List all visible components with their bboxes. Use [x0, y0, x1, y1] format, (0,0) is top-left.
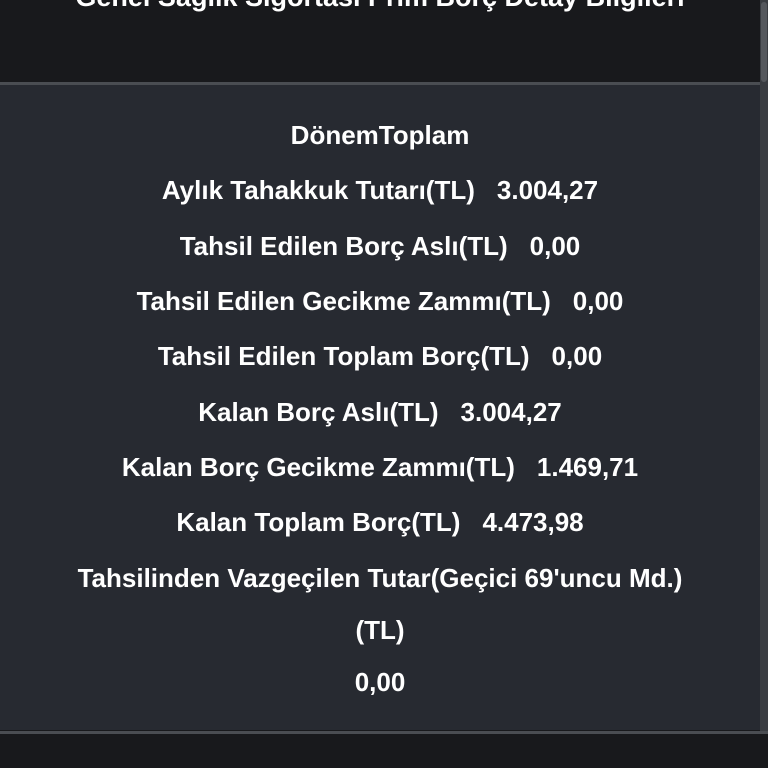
detail-row: Tahsil Edilen Toplam Borç(TL) 0,00: [0, 339, 760, 373]
detail-row: Aylık Tahakkuk Tutarı(TL) 3.004,27: [0, 173, 760, 207]
detail-row: Tahsil Edilen Gecikme Zammı(TL) 0,00: [0, 284, 760, 318]
page-title: Genel Sağlık Sigortası Prim Borç Detay B…: [0, 0, 760, 21]
footer: [0, 734, 768, 768]
row-label: Tahsil Edilen Toplam Borç(TL): [157, 341, 530, 371]
detail-row: Kalan Borç Gecikme Zammı(TL) 1.469,71: [0, 450, 760, 484]
debt-details-panel: DönemToplam Aylık Tahakkuk Tutarı(TL) 3.0…: [0, 85, 760, 730]
page-header: Genel Sağlık Sigortası Prim Borç Detay B…: [0, 0, 760, 82]
row-label: Tahsil Edilen Borç Aslı(TL): [179, 231, 508, 261]
row-label: Kalan Borç Aslı(TL): [198, 397, 439, 427]
divider: [0, 82, 768, 85]
detail-row: Kalan Toplam Borç(TL) 4.473,98: [0, 505, 760, 539]
waived-label: Tahsilinden Vazgeçilen Tutar(Geçici 69'u…: [77, 563, 683, 593]
row-value: 3.004,27: [460, 397, 562, 427]
detail-row: Kalan Borç Aslı(TL) 3.004,27: [0, 395, 760, 429]
row-value: 3.004,27: [496, 175, 599, 205]
row-label: Aylık Tahakkuk Tutarı(TL): [161, 175, 475, 205]
waived-value: 0,00: [354, 667, 406, 697]
row-value: 1.469,71: [536, 452, 639, 482]
row-label: Tahsil Edilen Gecikme Zammı(TL): [136, 286, 551, 316]
row-value: 0,00: [551, 341, 603, 371]
row-value: 4.473,98: [482, 507, 584, 537]
row-value: 0,00: [529, 231, 581, 261]
divider: [0, 731, 768, 734]
scrollbar-thumb[interactable]: [761, 2, 767, 82]
scrollbar[interactable]: [760, 0, 768, 731]
row-label: Kalan Borç Gecikme Zammı(TL): [121, 452, 515, 482]
period-label: DönemToplam: [290, 120, 470, 150]
row-value: 0,00: [572, 286, 624, 316]
waived-label-unit: (TL): [355, 615, 405, 645]
row-label: Kalan Toplam Borç(TL): [176, 507, 461, 537]
detail-row: Tahsil Edilen Borç Aslı(TL) 0,00: [0, 229, 760, 263]
